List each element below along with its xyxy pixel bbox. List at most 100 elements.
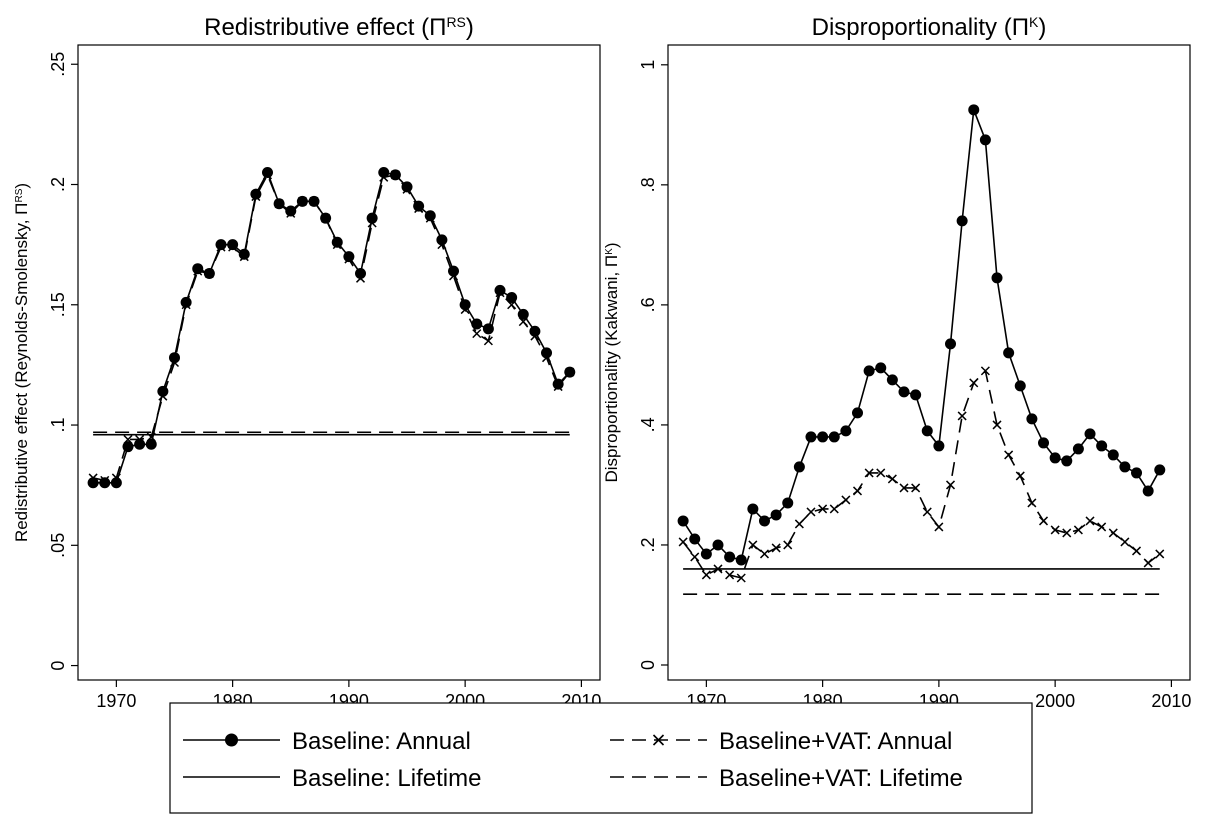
point-marker (379, 172, 389, 182)
point-marker (401, 181, 413, 193)
point-marker (840, 425, 852, 437)
point-marker (1062, 528, 1072, 538)
point-marker (285, 205, 297, 217)
point-marker (968, 104, 980, 116)
y-axis-title-sup: RS (14, 188, 25, 202)
point-marker (945, 338, 957, 350)
plot-frame (77, 44, 601, 681)
point-marker (690, 552, 700, 562)
point-marker (852, 486, 863, 496)
point-marker (678, 537, 688, 547)
point-marker (193, 266, 203, 276)
point-marker (286, 208, 296, 218)
point-marker (506, 292, 518, 304)
point-marker (1038, 437, 1050, 449)
point-marker (933, 440, 945, 452)
point-marker (829, 504, 839, 514)
y-tick-label: .4 (638, 417, 658, 432)
plot-frame (667, 44, 1191, 681)
point-marker (1027, 498, 1037, 508)
y-axis-title-sup: K (604, 248, 615, 255)
point-marker (274, 199, 284, 209)
point-marker (1107, 449, 1119, 461)
point-marker (887, 474, 897, 484)
point-marker (945, 480, 956, 490)
point-marker (979, 134, 991, 146)
chart-title-end: ) (1038, 14, 1046, 41)
legend-box (169, 702, 1033, 814)
point-marker (1155, 549, 1165, 559)
point-marker (1004, 450, 1014, 460)
point-marker (875, 362, 887, 374)
point-marker (1085, 516, 1095, 526)
point-marker (759, 549, 770, 559)
point-marker (1084, 428, 1096, 440)
point-marker (991, 272, 1003, 284)
point-marker (886, 374, 898, 386)
point-marker (541, 353, 552, 363)
chart-title: Redistributive effect (ΠRS) (204, 14, 474, 41)
point-marker (770, 509, 782, 521)
chart-title-sup: RS (446, 14, 465, 30)
point-marker (1014, 380, 1026, 392)
point-marker (725, 570, 735, 580)
point-marker (414, 204, 424, 214)
point-marker (158, 391, 168, 401)
point-marker (495, 288, 505, 298)
point-marker (817, 431, 829, 443)
point-marker (876, 468, 886, 478)
point-marker (899, 483, 909, 493)
x-tick-label: 1970 (96, 691, 136, 711)
point-marker (969, 378, 979, 388)
y-tick-label: .25 (48, 52, 68, 77)
point-marker (910, 389, 922, 401)
point-marker (343, 251, 355, 263)
point-marker (1072, 443, 1084, 455)
point-marker (518, 317, 528, 327)
point-marker (355, 273, 366, 283)
point-marker (1131, 546, 1142, 556)
legend-label: Baseline+VAT: Annual (719, 728, 952, 755)
point-marker (331, 236, 343, 248)
point-marker (1003, 347, 1015, 359)
point-marker (794, 519, 804, 529)
point-marker (724, 551, 736, 563)
point-marker (262, 166, 274, 178)
point-marker (956, 215, 968, 227)
point-marker (921, 425, 933, 437)
point-marker (216, 242, 226, 252)
x-tick-label: 2000 (1035, 691, 1075, 711)
series-line (682, 109, 1161, 561)
point-marker (863, 365, 875, 377)
point-marker (1120, 537, 1130, 547)
y-tick-label: .15 (48, 292, 68, 317)
point-marker (700, 548, 712, 560)
point-marker (1049, 452, 1061, 464)
point-marker (494, 284, 506, 296)
point-marker (1131, 467, 1143, 479)
point-marker (911, 483, 921, 493)
point-marker (367, 218, 377, 228)
point-marker (251, 192, 261, 202)
point-marker (507, 300, 517, 310)
point-marker (771, 543, 781, 553)
point-marker (701, 570, 711, 580)
point-marker (169, 357, 180, 368)
point-marker (736, 573, 746, 583)
point-marker (898, 386, 910, 398)
series-line (93, 170, 571, 484)
point-marker (818, 504, 828, 514)
point-marker (332, 240, 342, 250)
point-marker (239, 252, 249, 262)
y-tick-label: 1 (638, 60, 658, 70)
point-marker (805, 431, 817, 443)
chart-title-end: ) (466, 14, 474, 41)
point-marker (1038, 516, 1049, 526)
point-marker (748, 540, 758, 550)
point-marker (783, 540, 793, 550)
point-marker (402, 184, 412, 194)
point-marker (806, 507, 816, 517)
point-marker (1015, 471, 1025, 481)
point-marker (712, 539, 724, 551)
